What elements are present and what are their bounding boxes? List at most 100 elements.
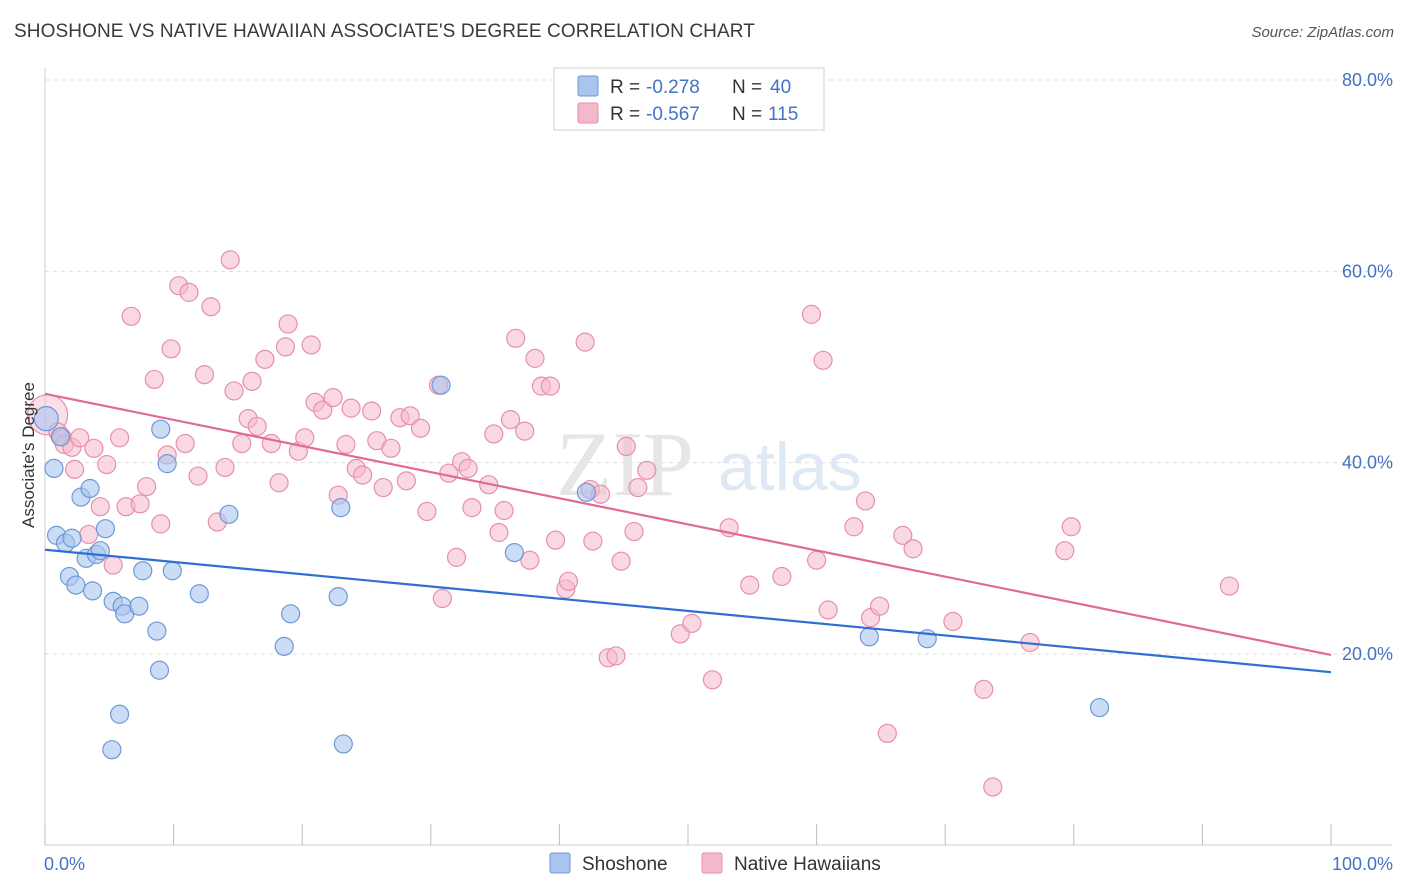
native-hawaiians-point	[313, 400, 333, 420]
legend-r-value-1: -0.278	[646, 77, 700, 98]
native-hawaiians-point	[242, 371, 262, 391]
series-legend: Shoshone Native Hawaiians	[549, 852, 881, 875]
shoshone-points	[33, 375, 1110, 760]
y-tick-labels: 20.0% 40.0% 60.0% 80.0%	[1342, 70, 1393, 664]
native-hawaiians-point	[818, 600, 838, 620]
native-hawaiians-point	[943, 611, 963, 632]
native-hawaiians-point	[400, 406, 420, 426]
native-hawaiians-point	[220, 250, 240, 270]
grid-lines	[45, 79, 1392, 655]
native-hawaiians-point	[247, 416, 267, 436]
native-hawaiians-point	[161, 339, 181, 359]
legend-n-value-1: 40	[770, 77, 791, 98]
native-hawaiians-point	[458, 458, 478, 479]
native-hawaiians-point	[353, 465, 373, 485]
shoshone-point	[102, 740, 122, 760]
shoshone-point	[281, 604, 301, 624]
native-hawaiians-point	[1061, 517, 1081, 537]
native-hawaiians-point	[844, 517, 864, 537]
native-hawaiians-points	[26, 250, 1240, 797]
watermark-atlas: atlas	[718, 429, 862, 505]
bottom-legend-swatch-native-hawaiians	[701, 852, 723, 874]
native-hawaiians-point	[545, 530, 566, 550]
x-tick-labels: 0.0% 100.0%	[44, 854, 1393, 874]
native-hawaiians-point	[90, 497, 110, 517]
native-hawaiians-point	[373, 477, 393, 498]
native-hawaiians-point	[255, 349, 275, 369]
native-hawaiians-point	[702, 670, 723, 690]
native-hawaiians-point	[201, 297, 221, 317]
y-tick-label-3: 80.0%	[1342, 70, 1393, 90]
legend-n-value-2: 115	[768, 104, 798, 125]
native-hawaiians-point	[611, 551, 631, 571]
native-hawaiians-point	[396, 471, 416, 491]
native-hawaiians-point	[628, 477, 648, 498]
y-tick-label-1: 40.0%	[1342, 453, 1393, 473]
legend-box	[553, 67, 825, 131]
native-hawaiians-point	[336, 434, 356, 455]
native-hawaiians-point	[70, 428, 90, 448]
shoshone-point	[66, 575, 86, 595]
native-hawaiians-point	[1219, 576, 1240, 596]
legend-n-label-2: N =	[732, 104, 762, 125]
y-tick-label-2: 60.0%	[1342, 261, 1393, 281]
native-hawaiians-point	[1055, 541, 1075, 561]
shoshone-point	[33, 406, 59, 432]
axes	[44, 68, 1392, 846]
native-hawaiians-point	[278, 314, 298, 334]
shoshone-point	[274, 636, 294, 656]
native-hawaiians-point	[575, 332, 595, 352]
shoshone-point	[162, 561, 182, 581]
native-hawaiians-point	[224, 381, 244, 401]
native-hawaiians-point	[500, 410, 521, 430]
legend-swatch-native-hawaiians	[577, 102, 599, 124]
legend-n-label-1: N =	[732, 77, 762, 98]
shoshone-point	[129, 596, 149, 616]
native-hawaiians-point	[144, 369, 164, 390]
source-label: Source: ZipAtlas.com	[1251, 24, 1394, 41]
native-hawaiians-point	[870, 596, 890, 616]
native-hawaiians-point	[381, 438, 401, 458]
native-hawaiians-point	[877, 723, 897, 744]
native-hawaiians-point	[295, 428, 315, 448]
native-hawaiians-point	[983, 777, 1003, 797]
x-tick-label-0: 0.0%	[44, 854, 85, 874]
shoshone-point	[147, 621, 167, 641]
native-hawaiians-point	[506, 328, 526, 348]
native-hawaiians-point	[740, 575, 760, 595]
native-hawaiians-point	[462, 498, 482, 518]
y-tick-label-0: 20.0%	[1342, 644, 1393, 664]
native-hawaiians-point	[637, 460, 657, 480]
native-hawaiians-point	[232, 433, 252, 454]
shoshone-point	[576, 482, 597, 502]
shoshone-point	[431, 375, 451, 395]
shoshone-point	[331, 498, 351, 518]
native-hawaiians-point	[772, 566, 792, 587]
trend-lines	[44, 392, 1332, 674]
native-hawaiians-point	[64, 459, 85, 479]
native-hawaiians-point	[341, 398, 361, 418]
shoshone-point	[1089, 697, 1110, 718]
native-hawaiians-point	[136, 476, 157, 497]
shoshone-point	[133, 561, 153, 581]
shoshone-trend-line	[44, 548, 1332, 674]
legend-r-value-2: -0.567	[646, 104, 700, 125]
legend-r-label-1: R =	[610, 77, 640, 98]
native-hawaiians-point	[558, 571, 579, 591]
native-hawaiians-point	[903, 539, 923, 559]
shoshone-point	[80, 478, 100, 499]
shoshone-point	[333, 734, 353, 754]
native-hawaiians-point	[109, 428, 130, 448]
native-hawaiians-point	[801, 304, 822, 324]
x-tick-label-1: 100.0%	[1332, 854, 1393, 874]
native-hawaiians-point	[179, 282, 199, 302]
native-hawaiians-point	[540, 376, 560, 396]
shoshone-point	[504, 542, 524, 563]
legend-swatch-shoshone	[577, 75, 599, 97]
native-hawaiians-point	[151, 514, 171, 534]
native-hawaiians-point	[484, 424, 504, 444]
native-hawaiians-point	[489, 522, 509, 543]
legend-r-label-2: R =	[610, 104, 640, 125]
shoshone-point	[157, 454, 177, 474]
shoshone-point	[62, 528, 82, 548]
